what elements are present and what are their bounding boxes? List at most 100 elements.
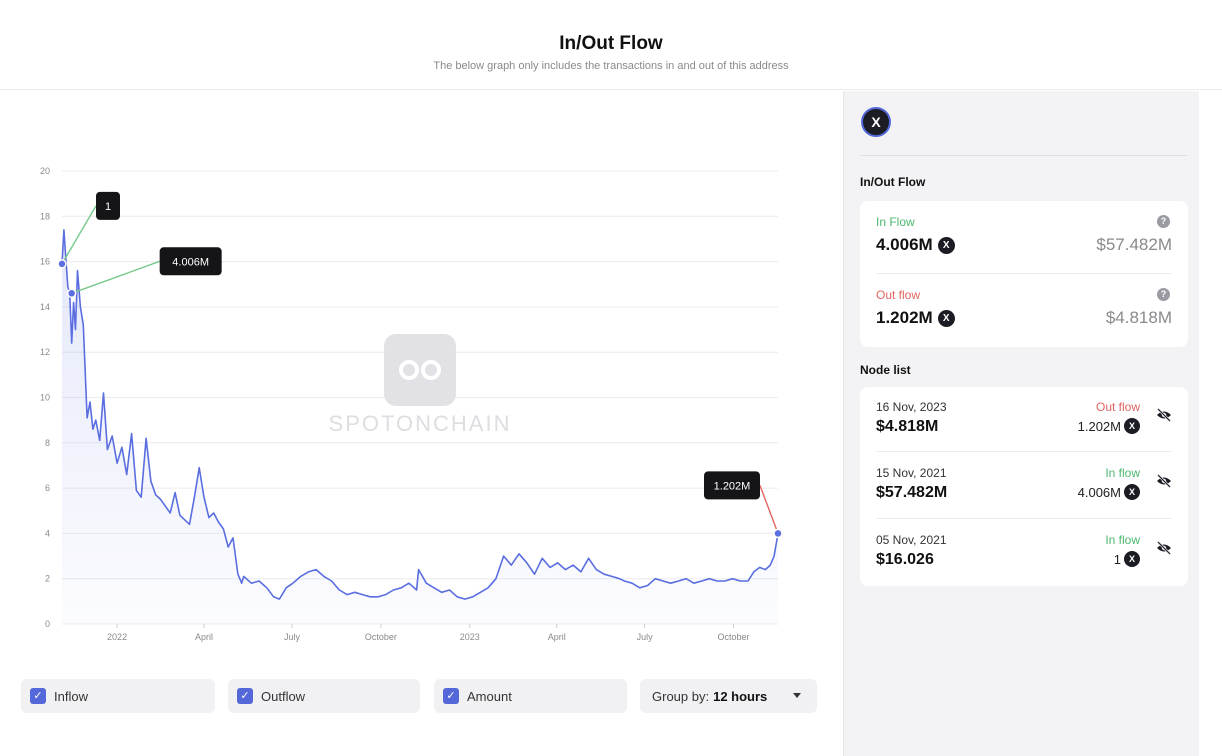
callout-leader <box>61 205 97 265</box>
y-tick-label: 12 <box>40 347 50 357</box>
flow-chart-area: 0 2 4 6 8 10 12 14 16 18 20 2022 April July October 202… <box>0 91 842 756</box>
node-amount: 1 X <box>1114 551 1140 567</box>
callout-leader <box>759 485 779 534</box>
x-tick-label: 2023 <box>460 632 480 642</box>
node-date: 15 Nov, 2021 <box>876 466 947 480</box>
divider <box>876 451 1172 452</box>
x-tick-label: July <box>637 632 654 642</box>
flow-chart[interactable]: 0 2 4 6 8 10 12 14 16 18 20 2022 April July October 202… <box>0 91 842 671</box>
amount-toggle[interactable]: ✓ Amount <box>434 679 627 713</box>
callout-box <box>704 471 760 500</box>
y-tick-label: 10 <box>40 393 50 403</box>
watermark-text: SPOTONCHAIN <box>329 411 512 436</box>
help-icon[interactable]: ? <box>1157 288 1170 301</box>
token-coin-icon: X <box>1124 418 1140 434</box>
node-amount-value: 4.006M <box>1077 484 1121 500</box>
node-list-item[interactable]: 15 Nov, 2021 $57.482M In flow 4.006M X <box>876 466 1172 532</box>
node-list-title: Node list <box>860 363 911 377</box>
in-flow-label: In Flow <box>876 215 915 229</box>
page-title: In/Out Flow <box>559 33 663 54</box>
outflow-toggle-label: Outflow <box>261 688 306 704</box>
x-tick-label: July <box>284 632 301 642</box>
y-tick-label: 4 <box>45 528 50 538</box>
token-icon[interactable]: X <box>861 107 891 137</box>
out-flow-usd: $4.818M <box>1105 308 1172 327</box>
out-flow-row: Out flow ? 1.202M X $4.818M <box>876 288 1172 338</box>
eye-off-icon[interactable] <box>1156 541 1172 555</box>
checkbox-icon[interactable]: ✓ <box>237 688 253 704</box>
group-by-label: Group by: <box>652 688 710 704</box>
x-tick-label: April <box>548 632 566 642</box>
node-usd: $16.026 <box>876 551 934 568</box>
y-tick-label: 14 <box>40 302 50 312</box>
y-tick-label: 2 <box>45 574 50 584</box>
node-flow-type: In flow <box>1105 466 1140 480</box>
help-icon[interactable]: ? <box>1157 215 1170 228</box>
x-tick-label: October <box>718 632 750 642</box>
checkbox-icon[interactable]: ✓ <box>443 688 459 704</box>
flow-sidebar: X In/Out Flow In Flow ? 4.006M X $57.482… <box>843 91 1199 756</box>
node-date: 05 Nov, 2021 <box>876 533 947 547</box>
out-flow-amount-value: 1.202M <box>876 308 933 327</box>
x-tick-label: October <box>365 632 397 642</box>
flow-summary-card: In Flow ? 4.006M X $57.482M Out flow ? 1… <box>860 201 1188 347</box>
y-tick-label: 18 <box>40 211 50 221</box>
token-coin-icon: X <box>1124 551 1140 567</box>
node-flow-type: In flow <box>1105 533 1140 547</box>
node-amount-value: 1 <box>1113 551 1121 567</box>
in-flow-usd: $57.482M <box>1096 235 1172 254</box>
callout-label: 1 <box>105 201 111 213</box>
x-tick-label: 2022 <box>107 632 127 642</box>
watermark-logo-ring <box>421 360 441 380</box>
node-date: 16 Nov, 2023 <box>876 400 947 414</box>
node-list-card: 16 Nov, 2023 $4.818M Out flow 1.202M X 1… <box>860 387 1188 586</box>
callout-label: 4.006M <box>172 256 209 268</box>
y-tick-label: 8 <box>45 438 50 448</box>
y-tick-label: 0 <box>45 619 50 629</box>
divider <box>876 518 1172 519</box>
token-coin-icon: X <box>1124 484 1140 500</box>
page-subtitle: The below graph only includes the transa… <box>433 60 789 72</box>
node-list-item[interactable]: 16 Nov, 2023 $4.818M Out flow 1.202M X <box>876 400 1172 466</box>
node-list-item[interactable]: 05 Nov, 2021 $16.026 In flow 1 X <box>876 533 1172 599</box>
divider <box>876 273 1172 274</box>
token-coin-icon: X <box>937 309 955 327</box>
callout-box <box>159 247 222 276</box>
token-coin-icon: X <box>937 236 955 254</box>
node-flow-type: Out flow <box>1095 400 1140 414</box>
callout-box <box>96 191 120 220</box>
x-tick-label: April <box>195 632 213 642</box>
in-flow-amount: 4.006M X <box>876 235 955 255</box>
callout-point <box>57 259 67 269</box>
eye-off-icon[interactable] <box>1156 408 1172 422</box>
in-flow-amount-value: 4.006M <box>876 235 933 254</box>
node-amount: 4.006M X <box>1078 484 1140 500</box>
inflow-toggle-label: Inflow <box>54 688 88 704</box>
inflow-toggle[interactable]: ✓ Inflow <box>21 679 215 713</box>
outflow-toggle[interactable]: ✓ Outflow <box>228 679 420 713</box>
watermark-logo-ring <box>399 360 419 380</box>
node-usd: $57.482M <box>876 484 948 501</box>
callout-point <box>773 528 783 539</box>
series-line <box>61 229 779 600</box>
y-tick-label: 20 <box>40 166 50 176</box>
group-by-select[interactable]: Group by: 12 hours <box>640 679 817 713</box>
group-by-value: 12 hours <box>713 688 768 704</box>
out-flow-label: Out flow <box>876 288 921 302</box>
series-area <box>62 229 778 624</box>
chevron-down-icon <box>793 693 801 698</box>
y-tick-label: 6 <box>45 483 50 493</box>
in-flow-row: In Flow ? 4.006M X $57.482M <box>876 215 1172 265</box>
y-tick-label: 16 <box>40 257 50 267</box>
page-header: In/Out Flow The below graph only include… <box>0 0 1222 90</box>
node-amount-value: 1.202M <box>1077 418 1121 434</box>
divider <box>860 155 1187 156</box>
out-flow-amount: 1.202M X <box>876 308 955 328</box>
chart-controls: ✓ Inflow ✓ Outflow ✓ Amount Group by: 12… <box>0 679 842 715</box>
flow-section-title: In/Out Flow <box>860 175 926 189</box>
checkbox-icon[interactable]: ✓ <box>30 688 46 704</box>
eye-off-icon[interactable] <box>1156 474 1172 488</box>
node-usd: $4.818M <box>876 418 939 435</box>
callout-point <box>66 288 77 299</box>
amount-toggle-label: Amount <box>467 688 512 704</box>
